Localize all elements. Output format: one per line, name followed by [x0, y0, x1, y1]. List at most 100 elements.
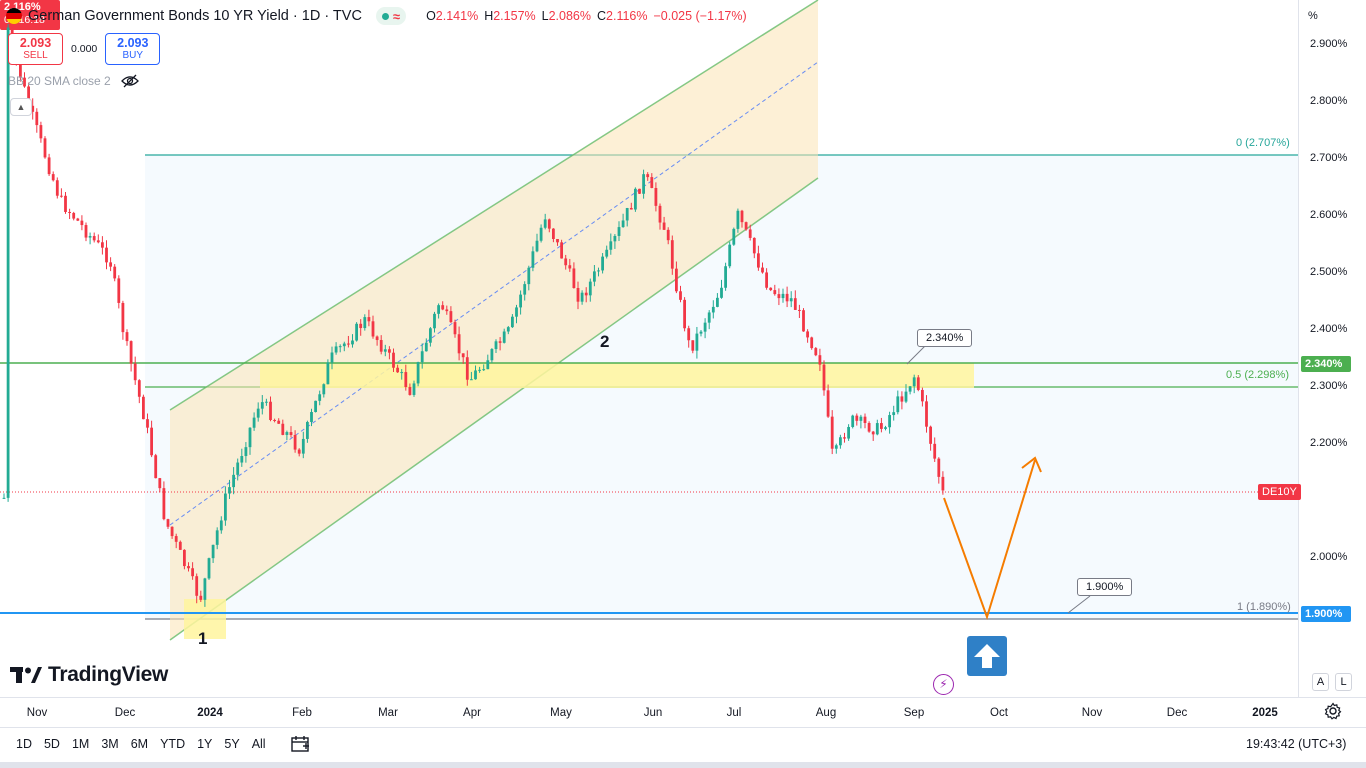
time-tick: Apr [463, 707, 481, 719]
range-button-1y[interactable]: 1Y [197, 737, 213, 751]
market-open-dot-icon [381, 12, 389, 20]
callout-resistance[interactable]: 2.340% [917, 329, 973, 347]
calendar-icon[interactable] [290, 735, 310, 753]
wave-label-1[interactable]: 1 [198, 629, 208, 648]
candle-body [429, 328, 432, 343]
candle-body [379, 340, 383, 352]
candle-body [847, 426, 850, 439]
candle-body [174, 536, 178, 542]
time-tick: Nov [26, 707, 48, 719]
up-arrow-icon [974, 644, 1000, 668]
price-tick: 2.800% [1310, 95, 1348, 107]
candle-body [388, 349, 391, 353]
ohlc-high: H2.157% [484, 9, 536, 23]
candle-body [76, 218, 80, 221]
ohlc-open: O2.141% [426, 9, 479, 23]
range-button-5d[interactable]: 5D [43, 737, 60, 751]
log-scale-button[interactable]: L [1335, 673, 1352, 691]
candlestick-series [2, 20, 945, 607]
candle-body [802, 310, 805, 332]
price-scale[interactable] [1298, 0, 1366, 697]
range-button-1m[interactable]: 1M [71, 737, 90, 751]
resistance-zone[interactable] [260, 363, 974, 388]
range-button-1d[interactable]: 1D [16, 737, 32, 751]
channel-upper-line[interactable] [169, 0, 819, 411]
candle-body [900, 396, 904, 402]
fib-level-1-label: 1 (1.890%) [1237, 601, 1291, 613]
candle-body [80, 220, 84, 226]
projection-path[interactable] [943, 459, 1036, 621]
candle-body [461, 353, 465, 358]
candle-body [814, 348, 818, 356]
candle-body [43, 138, 47, 158]
candle-body [707, 312, 711, 323]
wave-label-2[interactable]: 2 [600, 332, 610, 351]
candle-body [404, 372, 408, 388]
range-button-ytd[interactable]: YTD [160, 737, 186, 751]
lightning-icon[interactable]: ⚡ [933, 674, 954, 695]
candle-body [293, 435, 297, 450]
candle-body [68, 211, 71, 213]
eye-off-icon[interactable] [120, 74, 139, 88]
ascending-channel[interactable] [170, 0, 818, 640]
candle-body [568, 265, 572, 269]
candle-body [183, 549, 186, 567]
settings-gear-icon[interactable] [1324, 702, 1342, 720]
time-tick: 2024 [197, 707, 223, 719]
candle-body [826, 390, 830, 417]
buy-button[interactable]: 2.093 BUY [105, 33, 161, 65]
range-button-6m[interactable]: 6M [130, 737, 149, 751]
candle-body [162, 488, 166, 520]
candle-body [170, 526, 174, 537]
candle-body [601, 256, 604, 271]
candle-body [650, 177, 654, 188]
candle-body [437, 305, 440, 314]
range-button-3m[interactable]: 3M [101, 737, 119, 751]
tradingview-logo[interactable]: TradingView [10, 663, 168, 687]
sell-label: SELL [23, 50, 48, 62]
candle-body [556, 238, 559, 243]
candle-body [687, 328, 691, 341]
candle-body [859, 416, 863, 421]
candle-body [203, 578, 207, 600]
range-button-all[interactable]: All [251, 737, 266, 751]
range-button-5y[interactable]: 5Y [224, 737, 240, 751]
candle-body [773, 290, 777, 295]
candle-body [933, 443, 937, 459]
time-tick: May [550, 707, 572, 719]
candle-body [269, 401, 272, 420]
candle-body [240, 456, 244, 463]
collapse-legend-button[interactable]: ▲ [10, 98, 32, 116]
indicator-legend[interactable]: BB 20 SMA close 2 [8, 74, 139, 88]
candle-body [318, 394, 322, 401]
price-tick: 2.500% [1310, 266, 1348, 278]
candle-body [154, 455, 158, 479]
callout-support[interactable]: 1.900% [1077, 578, 1133, 596]
buy-signal-marker[interactable] [967, 636, 1007, 676]
candle-body [490, 349, 494, 361]
time-tick: Jun [643, 707, 663, 719]
candle-body [560, 242, 563, 259]
resistance-price-badge: 2.340% [1301, 356, 1351, 372]
time-axis[interactable] [0, 697, 1366, 727]
clock-display[interactable]: 19:43:42 (UTC+3) [1246, 737, 1347, 751]
candle-body [314, 400, 317, 413]
candle-body [51, 174, 55, 181]
auto-scale-button[interactable]: A [1312, 673, 1329, 691]
candle-body [23, 77, 26, 87]
candle-body [158, 478, 162, 489]
candle-body [658, 205, 662, 223]
ohlc-change: −0.025 (−1.17%) [653, 9, 747, 23]
candle-body [367, 317, 371, 322]
sell-button[interactable]: 2.093 SELL [8, 33, 63, 65]
candle-body [228, 487, 231, 494]
indicator-label[interactable]: BB 20 SMA close 2 [8, 74, 111, 88]
market-status-pill[interactable]: ≈ [375, 7, 407, 25]
price-tick: 2.000% [1310, 551, 1348, 563]
projection-arrow-head [1021, 456, 1042, 473]
candle-body [351, 340, 354, 345]
symbol-title[interactable]: German Government Bonds 10 YR Yield · 1D… [28, 8, 362, 24]
channel-lower-line[interactable] [169, 177, 819, 641]
candle-body [457, 334, 461, 354]
